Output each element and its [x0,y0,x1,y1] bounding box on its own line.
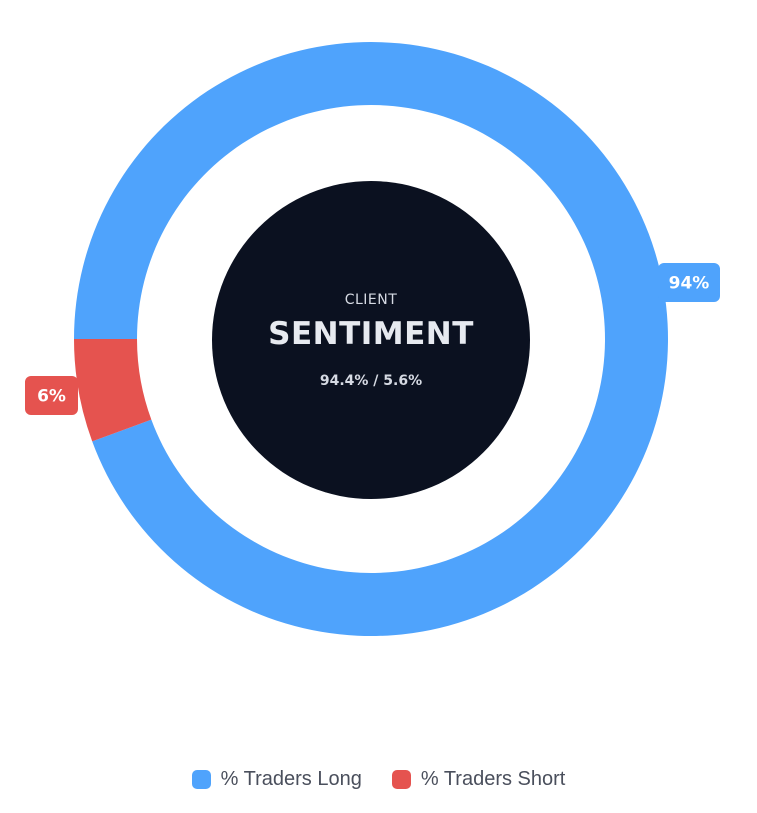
data-label-long: 94% [658,263,720,302]
legend-label-short: % Traders Short [420,768,566,790]
legend-item-short[interactable]: % Traders Short [391,768,566,791]
center-disc [212,181,530,499]
center-label-client: CLIENT [344,292,398,308]
legend-swatch-short [391,770,411,789]
data-label-short-text: 6% [37,387,66,407]
legend-swatch-long [191,770,211,789]
center-label-ratio: 94.4% / 5.6% [319,373,423,389]
data-label-short: 6% [25,376,78,415]
data-label-long-text: 94% [669,274,710,294]
legend-label-long: % Traders Long [220,768,362,790]
legend: % Traders Long % Traders Short [0,768,757,791]
legend-item-long[interactable]: % Traders Long [191,768,362,791]
center-label-sentiment: SENTIMENT [268,316,474,352]
slice-traders-short[interactable] [74,339,152,442]
